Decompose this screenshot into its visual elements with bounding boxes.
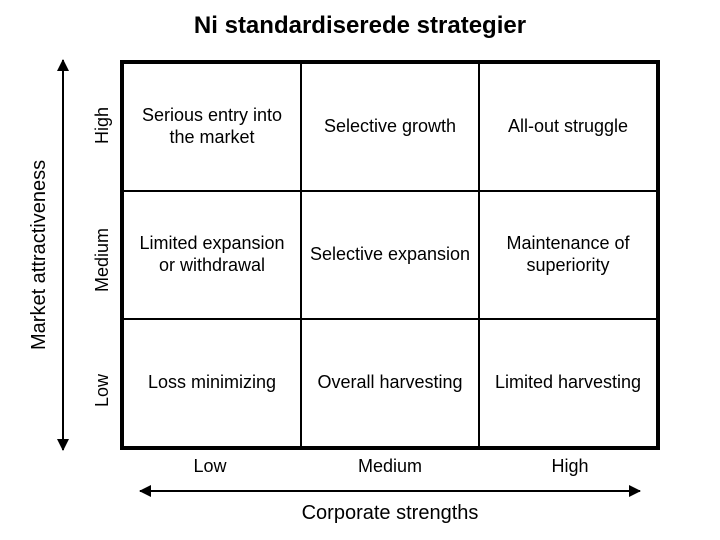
x-level-low: Low [120,456,300,477]
y-level-high: High [92,90,113,160]
cell-low-medium: Overall harvesting [301,319,479,447]
strategy-matrix: Serious entry into the market Selective … [120,60,660,450]
cell-high-high: All-out struggle [479,63,657,191]
x-level-high: High [480,456,660,477]
cell-medium-medium: Selective expansion [301,191,479,319]
cell-low-low: Loss minimizing [123,319,301,447]
cell-medium-low: Limited expansion or withdrawal [123,191,301,319]
y-level-medium: Medium [92,220,113,300]
cell-low-high: Limited harvesting [479,319,657,447]
x-axis-arrow [140,490,640,492]
y-axis-arrow [62,60,64,450]
y-axis-label: Market attractiveness [28,150,51,360]
cell-high-medium: Selective growth [301,63,479,191]
cell-medium-high: Maintenance of superiority [479,191,657,319]
cell-high-low: Serious entry into the market [123,63,301,191]
x-level-labels: Low Medium High [120,456,660,477]
diagram-title: Ni standardiserede strategier [0,12,720,40]
x-axis-label: Corporate strengths [120,502,660,525]
x-level-medium: Medium [300,456,480,477]
y-level-low: Low [92,360,113,420]
